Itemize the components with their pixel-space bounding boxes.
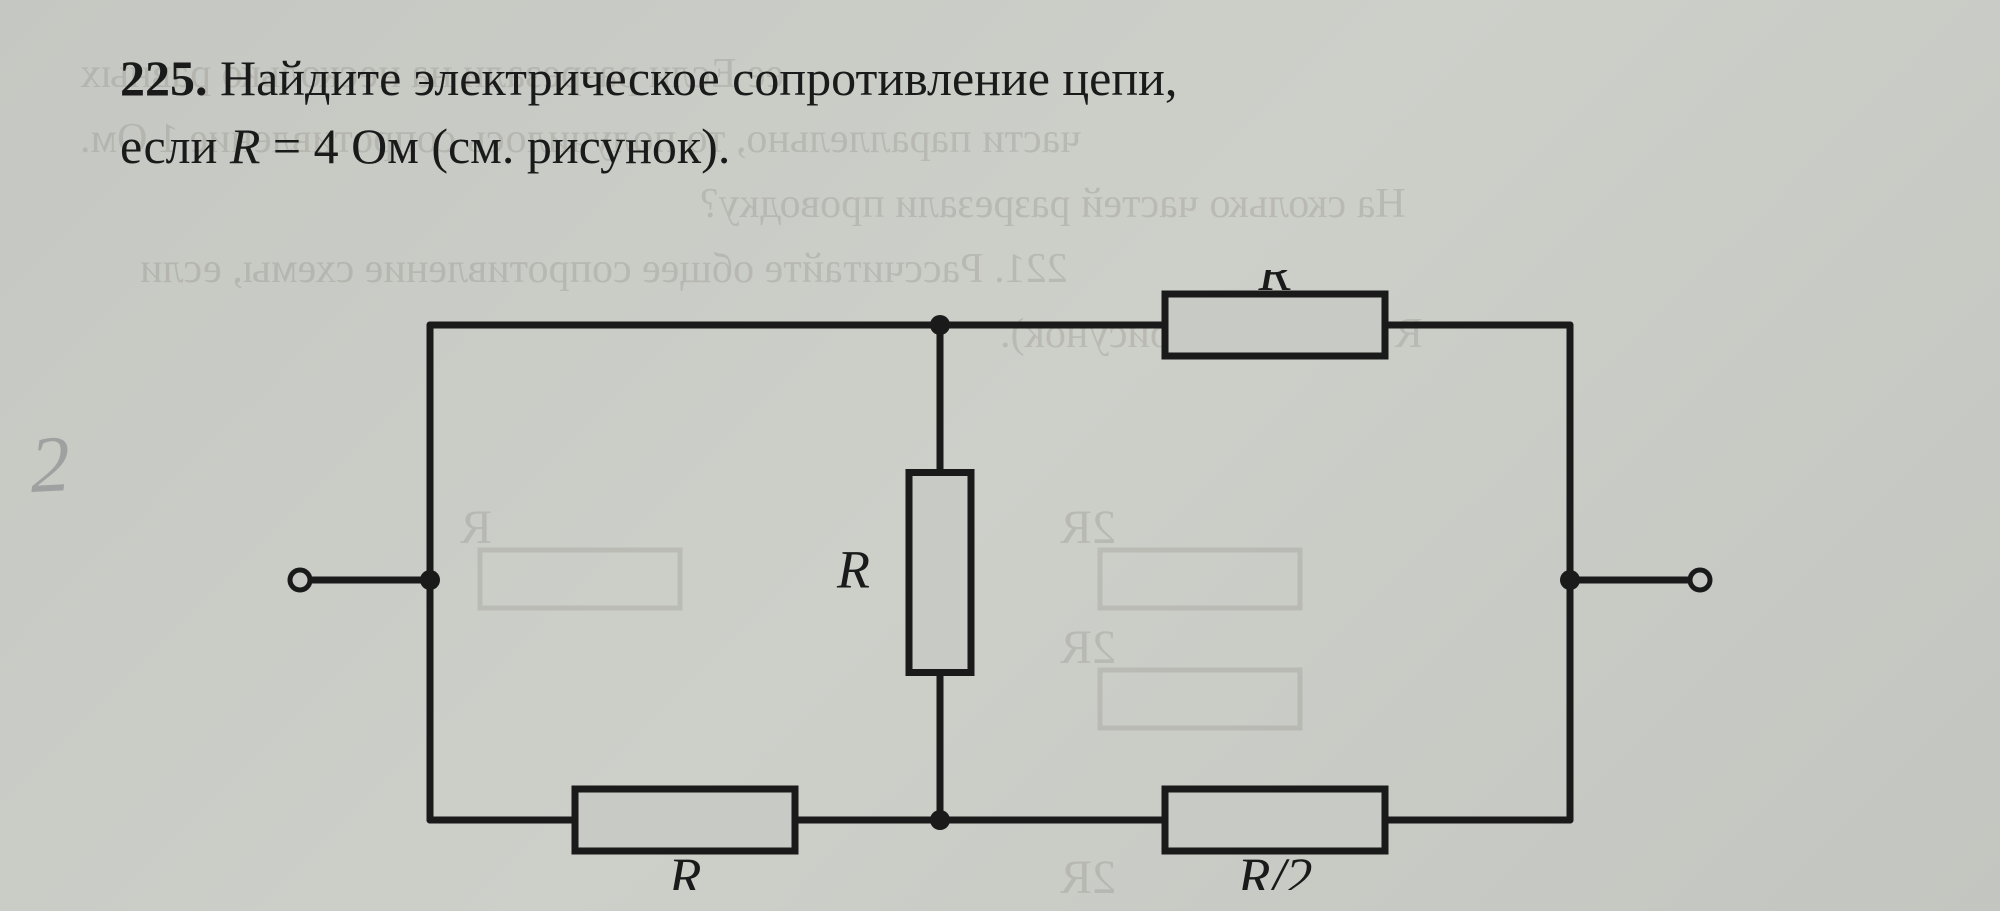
circuit-diagram: R R R R/2 bbox=[240, 270, 1760, 890]
problem-line2-rest: = 4 Ом (см. рисунок). bbox=[260, 118, 730, 174]
problem-statement: 225. Найдите электрическое сопротивление… bbox=[120, 45, 1940, 180]
circuit-svg: R R R R/2 bbox=[240, 270, 1760, 890]
problem-variable: R bbox=[230, 118, 261, 174]
problem-line2-prefix: если bbox=[120, 118, 230, 174]
problem-number: 225. bbox=[120, 50, 208, 106]
problem-line1: Найдите электрическое сопротивление цепи… bbox=[208, 50, 1178, 106]
resistor-label: R/2 bbox=[1237, 847, 1313, 890]
resistor-label: R bbox=[1258, 270, 1292, 302]
resistor-label: R bbox=[668, 847, 702, 890]
pencil-annotation: 2 bbox=[28, 419, 73, 512]
resistor-label: R bbox=[836, 540, 870, 600]
